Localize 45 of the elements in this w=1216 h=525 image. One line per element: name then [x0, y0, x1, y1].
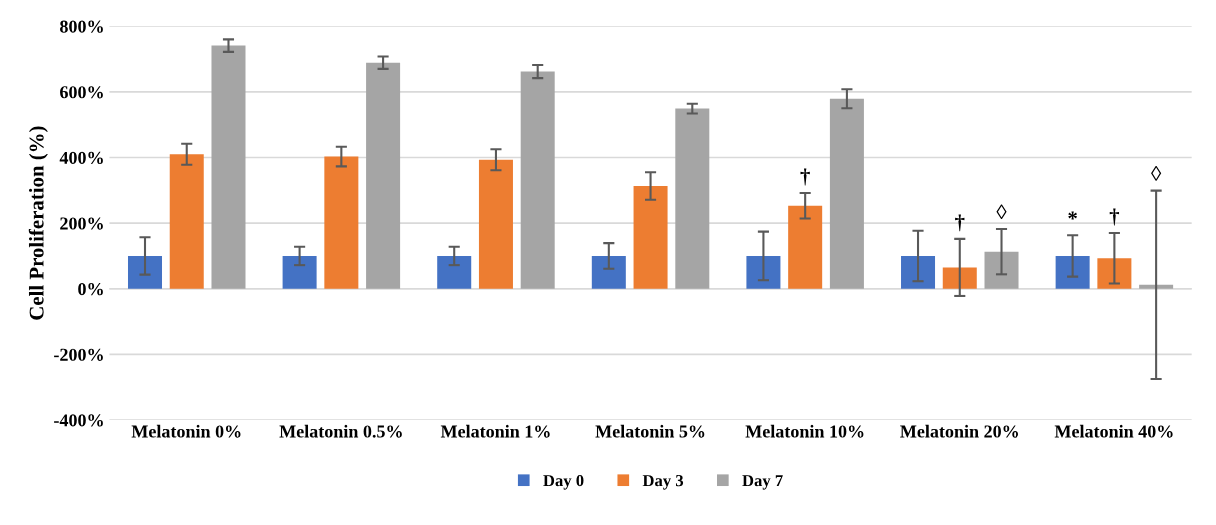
annotation: † — [955, 214, 965, 232]
annotation: * — [1068, 211, 1077, 220]
annotation: ◊ — [1151, 166, 1162, 181]
y-tick-label: 200% — [60, 217, 103, 230]
legend-label: Day 7 — [742, 475, 783, 490]
bar — [127, 255, 163, 289]
bar — [829, 98, 864, 289]
y-axis-title: Cell Proliferation (%) — [28, 126, 48, 320]
bar — [520, 71, 555, 289]
y-tick-label: 600% — [60, 86, 103, 99]
x-tick-label: Melatonin 1% — [440, 424, 550, 438]
y-tick-label: 0% — [78, 283, 103, 296]
bar — [478, 159, 513, 289]
bar — [169, 154, 204, 289]
bar — [211, 45, 246, 289]
bar — [1097, 258, 1132, 289]
y-tick-label: -400% — [54, 414, 103, 427]
legend-label: Day 3 — [642, 475, 684, 490]
bar — [591, 255, 626, 289]
x-tick-label: Melatonin 5% — [595, 424, 705, 438]
x-tick-label: Melatonin 0.5% — [279, 424, 402, 438]
bar — [901, 255, 936, 289]
bar — [942, 267, 977, 289]
bar — [1139, 284, 1174, 289]
bar — [788, 205, 823, 289]
bar — [746, 255, 781, 289]
bar — [282, 255, 317, 289]
bar — [1055, 255, 1090, 289]
bar — [984, 251, 1019, 289]
y-tick-label: 400% — [59, 151, 103, 164]
legend-label: Day 0 — [543, 474, 584, 490]
bar — [633, 186, 668, 289]
bar — [366, 62, 401, 289]
annotation: † — [800, 168, 810, 186]
bar — [324, 156, 359, 289]
x-tick-label: Melatonin 10% — [745, 424, 864, 438]
bar — [675, 108, 710, 289]
x-tick-label: Melatonin 40% — [1054, 424, 1173, 438]
y-tick-label: -200% — [54, 348, 103, 361]
x-tick-label: Melatonin 0% — [131, 424, 241, 438]
x-tick-label: Melatonin 20% — [900, 424, 1019, 438]
annotation: ◊ — [996, 204, 1007, 220]
annotation: † — [1109, 208, 1120, 226]
bar — [437, 255, 472, 289]
y-tick-label: 800% — [60, 20, 103, 33]
